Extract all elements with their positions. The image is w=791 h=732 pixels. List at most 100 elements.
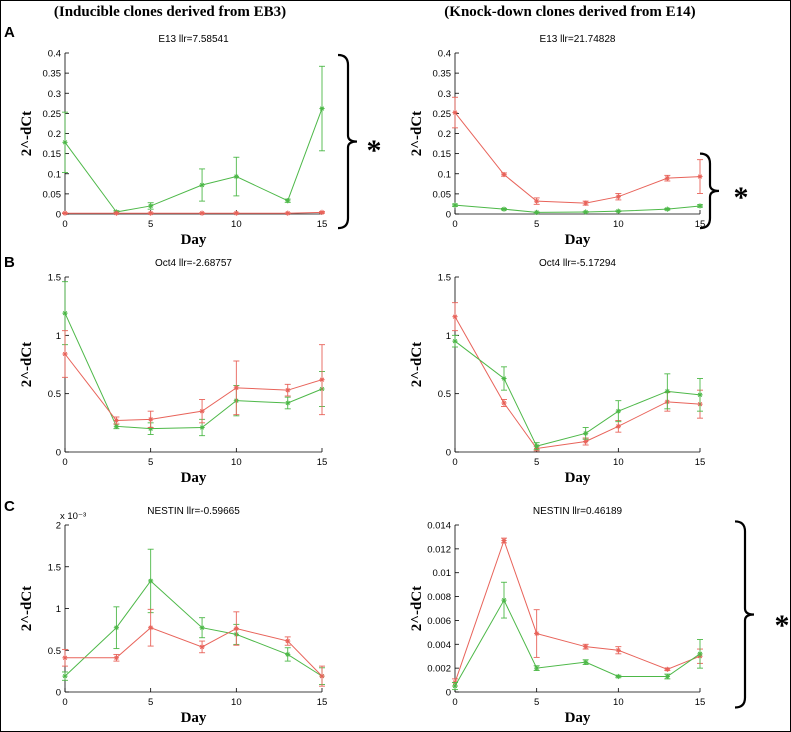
y-axis-label: 2^-dCt: [19, 111, 35, 156]
y-exponent-label: x 10⁻³: [60, 511, 86, 522]
marker-stroke: [697, 392, 703, 398]
series-red: [452, 96, 703, 206]
y-tick-label: 0: [446, 688, 451, 699]
marker-stroke: [199, 425, 205, 430]
y-tick-label: 0.006: [427, 616, 451, 627]
x-tick-label: 15: [317, 697, 328, 708]
marker-stroke: [285, 211, 290, 216]
data-point: [534, 665, 540, 671]
y-tick-label: 2: [56, 521, 61, 532]
y-tick-label: 0.1: [48, 169, 61, 180]
data-point: [501, 206, 507, 212]
data-point: [113, 625, 119, 631]
y-tick-label: 0: [56, 210, 61, 221]
x-axis-label: Day: [181, 710, 207, 726]
data-point: [615, 647, 621, 653]
row-label-c: C: [4, 498, 15, 515]
y-tick-label: 1.5: [48, 273, 61, 284]
data-point: [233, 625, 239, 632]
y-tick-label: 1: [56, 604, 61, 615]
y-tick-label: 1: [56, 331, 61, 342]
data-point: [501, 597, 507, 603]
y-tick-label: 0.35: [433, 69, 452, 80]
marker-stroke: [148, 625, 153, 630]
data-point: [534, 630, 540, 637]
x-tick-label: 10: [231, 697, 242, 708]
marker-stroke: [583, 660, 588, 665]
marker-stroke: [583, 439, 588, 444]
marker-stroke: [148, 203, 153, 209]
y-tick-label: 0: [446, 448, 451, 459]
data-point: [148, 578, 154, 584]
y-tick-label: 0.012: [427, 544, 451, 555]
significance-bracket: [337, 53, 358, 230]
marker-stroke: [199, 644, 205, 650]
marker-stroke: [501, 376, 507, 381]
chart-panel-4: NESTIN llr=-0.59665 0 0.5 1 1.5 2 0 5 10 15 Day 2^-…: [19, 506, 327, 726]
y-tick-label: 0.014: [427, 521, 451, 532]
y-tick-label: 0.2: [48, 129, 61, 140]
data-point: [319, 105, 325, 112]
x-tick-label: 10: [231, 219, 242, 230]
chart-title: E13 llr=7.58541: [158, 34, 229, 45]
y-axis-label: 2^-dCt: [19, 342, 35, 387]
data-point: [583, 209, 589, 215]
data-point: [62, 655, 68, 661]
marker-stroke: [697, 203, 703, 209]
data-point: [452, 202, 458, 208]
x-tick-label: 5: [534, 697, 539, 708]
significance-star: *: [367, 134, 382, 167]
data-point: [285, 651, 291, 658]
y-tick-label: 0.5: [48, 646, 61, 657]
chart-title: E13 llr=21.74828: [540, 34, 616, 45]
x-tick-label: 15: [317, 457, 328, 468]
data-point: [615, 208, 621, 214]
y-tick-label: 0.25: [433, 109, 452, 120]
data-point: [199, 182, 205, 188]
x-tick-label: 0: [62, 457, 67, 468]
series-green: [452, 202, 703, 215]
data-point: [664, 175, 670, 181]
data-point: [452, 109, 458, 116]
data-point: [62, 351, 68, 357]
marker-stroke: [114, 418, 119, 423]
data-point: [664, 673, 670, 680]
data-point: [615, 194, 621, 200]
x-axis-label: Day: [181, 470, 207, 486]
marker-stroke: [148, 578, 153, 584]
significance-bracket: [699, 152, 720, 230]
marker-stroke: [534, 210, 539, 215]
y-axis-label: 2^-dCt: [409, 111, 425, 156]
series-green: [452, 581, 703, 691]
data-point: [62, 673, 68, 679]
data-point: [452, 314, 458, 320]
marker-stroke: [62, 140, 68, 145]
marker-stroke: [319, 377, 325, 382]
y-tick-label: 0.3: [48, 89, 61, 100]
x-tick-label: 15: [317, 219, 328, 230]
x-axis-label: Day: [181, 232, 207, 248]
series-red: [62, 330, 325, 428]
y-tick-label: 0: [56, 448, 61, 459]
marker-stroke: [616, 408, 621, 414]
series-red: [62, 209, 325, 216]
y-tick-label: 0.35: [43, 69, 62, 80]
data-point: [501, 537, 507, 544]
series-red: [62, 608, 325, 687]
chart-title: Oct4 llr=-5.17294: [539, 258, 616, 269]
marker-stroke: [616, 194, 621, 199]
series-green: [452, 334, 703, 451]
marker-stroke: [285, 198, 290, 203]
marker-stroke: [616, 674, 621, 679]
data-point: [285, 638, 291, 644]
marker-stroke: [234, 385, 239, 391]
y-tick-label: 0.002: [427, 664, 451, 675]
data-point: [199, 644, 205, 650]
y-axis-label: 2^-dCt: [409, 586, 425, 631]
marker-stroke: [285, 652, 290, 657]
marker-stroke: [665, 667, 670, 672]
chart-panel-3: Oct4 llr=-5.17294 0 0.5 1 1.5 0 5 10 15 Day 2^-dCt: [409, 258, 705, 486]
y-tick-label: 0.01: [433, 568, 452, 579]
marker-stroke: [501, 538, 507, 543]
